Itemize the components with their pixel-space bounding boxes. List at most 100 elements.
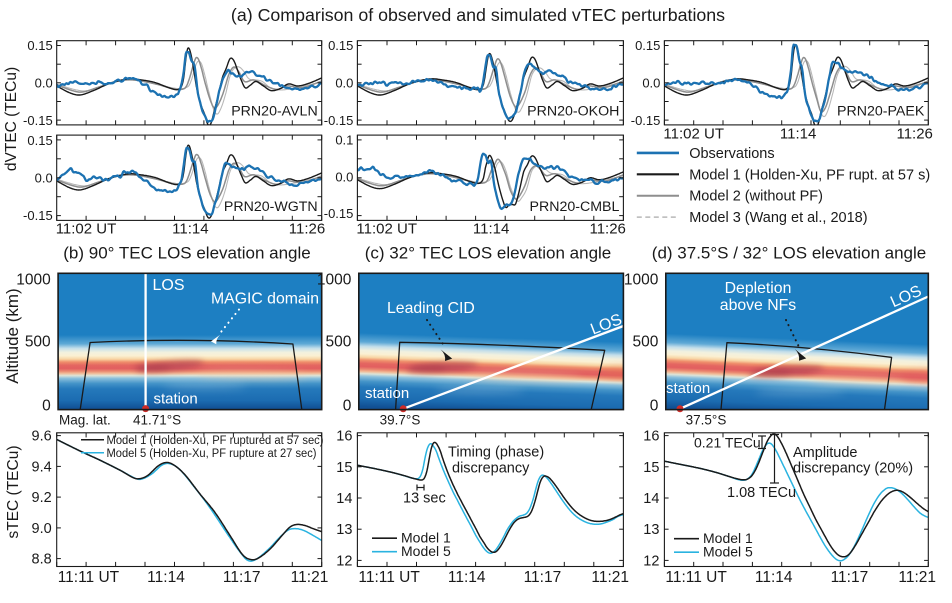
svg-text:11:17: 11:17	[524, 569, 562, 586]
svg-text:13: 13	[336, 522, 352, 538]
svg-text:41.71°S: 41.71°S	[133, 413, 181, 428]
svg-text:Amplitude: Amplitude	[793, 445, 857, 461]
svg-text:11:14: 11:14	[780, 126, 816, 143]
svg-text:500: 500	[326, 334, 352, 351]
svg-text:11:11 UT: 11:11 UT	[58, 569, 120, 586]
svg-text:9.0: 9.0	[32, 521, 52, 537]
svg-text:11:02 UT: 11:02 UT	[356, 221, 417, 238]
svg-text:12: 12	[336, 553, 352, 569]
svg-text:station: station	[365, 385, 409, 402]
svg-text:39.7°S: 39.7°S	[380, 413, 421, 428]
svg-text:-0.15: -0.15	[23, 208, 53, 223]
svg-text:Model 5 (Holden-Xu, PF rupture: Model 5 (Holden-Xu, PF rupture at 27 sec…	[107, 448, 317, 460]
svg-text:1.08 TECu: 1.08 TECu	[727, 485, 796, 501]
svg-text:PRN20-AVLN: PRN20-AVLN	[231, 104, 317, 120]
svg-text:station: station	[666, 380, 710, 397]
svg-text:discrepancy: discrepancy	[452, 461, 530, 477]
svg-text:13: 13	[643, 522, 659, 538]
svg-text:Model 5: Model 5	[401, 543, 451, 559]
svg-text:500: 500	[633, 334, 659, 351]
svg-text:Altitude (km): Altitude (km)	[3, 288, 22, 383]
svg-text:11:11 UT: 11:11 UT	[358, 569, 420, 586]
svg-text:dVTEC (TECu): dVTEC (TECu)	[3, 67, 20, 171]
svg-text:0.15: 0.15	[27, 38, 52, 53]
svg-text:-0.15: -0.15	[23, 113, 53, 128]
svg-text:15: 15	[643, 460, 659, 476]
svg-text:Model 2 (without PF): Model 2 (without PF)	[689, 189, 823, 205]
svg-text:11:11 UT: 11:11 UT	[665, 569, 727, 586]
svg-text:-0.15: -0.15	[324, 206, 354, 221]
svg-text:12: 12	[643, 553, 659, 569]
svg-text:500: 500	[25, 334, 51, 351]
svg-text:0.1: 0.1	[335, 133, 353, 148]
svg-text:11:14: 11:14	[755, 569, 793, 586]
svg-text:0.15: 0.15	[27, 133, 52, 148]
svg-text:Model 1: Model 1	[401, 530, 451, 546]
svg-text:11:21: 11:21	[591, 569, 629, 586]
svg-text:-0.15: -0.15	[324, 113, 354, 128]
svg-text:1000: 1000	[317, 271, 352, 288]
svg-text:PRN20-OKOH: PRN20-OKOH	[527, 104, 619, 120]
svg-text:15: 15	[336, 460, 352, 476]
svg-text:16: 16	[336, 429, 352, 445]
svg-text:PRN20-PAEK: PRN20-PAEK	[837, 104, 925, 120]
svg-text:9.6: 9.6	[32, 429, 52, 445]
svg-text:0.15: 0.15	[635, 38, 660, 53]
svg-text:11:02 UT: 11:02 UT	[663, 126, 724, 143]
svg-text:0.0: 0.0	[642, 76, 660, 91]
svg-text:16: 16	[643, 429, 659, 445]
svg-text:0.0: 0.0	[35, 76, 53, 91]
svg-text:9.4: 9.4	[32, 459, 52, 475]
svg-text:0: 0	[343, 398, 352, 415]
svg-text:(a) Comparison of observed and: (a) Comparison of observed and simulated…	[231, 5, 725, 25]
svg-text:(c) 32° TEC LOS elevation angl: (c) 32° TEC LOS elevation angle	[365, 244, 612, 263]
svg-text:11:14: 11:14	[448, 569, 486, 586]
svg-text:Depletion: Depletion	[725, 280, 792, 297]
svg-text:Model 5: Model 5	[703, 544, 753, 560]
svg-text:Model 1: Model 1	[703, 530, 753, 546]
svg-text:11:14: 11:14	[473, 221, 509, 238]
svg-text:discrepancy (20%): discrepancy (20%)	[793, 461, 913, 477]
svg-text:1000: 1000	[624, 271, 659, 288]
svg-text:11:21: 11:21	[291, 569, 329, 586]
svg-text:14: 14	[643, 491, 659, 507]
svg-text:14: 14	[336, 491, 352, 507]
svg-text:11:17: 11:17	[223, 569, 261, 586]
svg-text:0.21 TECu: 0.21 TECu	[694, 435, 761, 451]
svg-text:11:02 UT: 11:02 UT	[56, 221, 117, 238]
svg-text:8.8: 8.8	[32, 552, 52, 568]
svg-text:11:17: 11:17	[831, 569, 869, 586]
svg-text:Observations: Observations	[689, 146, 774, 162]
svg-text:11:14: 11:14	[172, 221, 208, 238]
svg-text:37.5°S: 37.5°S	[686, 413, 727, 428]
svg-text:0.15: 0.15	[328, 38, 353, 53]
svg-text:9.2: 9.2	[32, 490, 52, 506]
svg-text:11:26: 11:26	[589, 221, 625, 238]
svg-text:LOS: LOS	[153, 277, 185, 294]
svg-text:1000: 1000	[16, 271, 51, 288]
svg-text:0.0: 0.0	[335, 76, 353, 91]
svg-text:Timing (phase): Timing (phase)	[448, 445, 544, 461]
svg-text:0.0: 0.0	[335, 169, 353, 184]
svg-text:Model 1 (Holden-Xu, PF rupt. a: Model 1 (Holden-Xu, PF rupt. at 57 s)	[689, 167, 930, 183]
svg-text:-0.15: -0.15	[631, 113, 661, 128]
svg-text:MAGIC domain: MAGIC domain	[211, 291, 319, 308]
svg-text:11:21: 11:21	[898, 569, 936, 586]
svg-text:0.0: 0.0	[35, 170, 53, 185]
svg-text:Model 3 (Wang et al., 2018): Model 3 (Wang et al., 2018)	[689, 210, 867, 226]
svg-text:11:14: 11:14	[147, 569, 185, 586]
svg-text:sTEC (TECu): sTEC (TECu)	[5, 446, 22, 539]
svg-text:PRN20-CMBL: PRN20-CMBL	[530, 199, 620, 215]
svg-text:Mag. lat.: Mag. lat.	[59, 413, 111, 428]
svg-text:0: 0	[650, 398, 659, 415]
svg-text:Leading CID: Leading CID	[387, 300, 475, 317]
svg-text:(b) 90° TEC LOS elevation angl: (b) 90° TEC LOS elevation angle	[63, 244, 310, 263]
svg-text:11:26: 11:26	[289, 221, 325, 238]
svg-text:11:26: 11:26	[896, 126, 932, 143]
svg-text:0: 0	[42, 398, 51, 415]
svg-text:Model 1 (Holden-Xu, PF rupture: Model 1 (Holden-Xu, PF ruptured at 57 se…	[107, 435, 324, 447]
svg-text:above NFs: above NFs	[720, 297, 796, 314]
svg-text:13 sec: 13 sec	[403, 491, 446, 507]
svg-text:(d) 37.5°S / 32° LOS elevation: (d) 37.5°S / 32° LOS elevation angle	[652, 244, 926, 263]
svg-text:station: station	[154, 391, 198, 408]
